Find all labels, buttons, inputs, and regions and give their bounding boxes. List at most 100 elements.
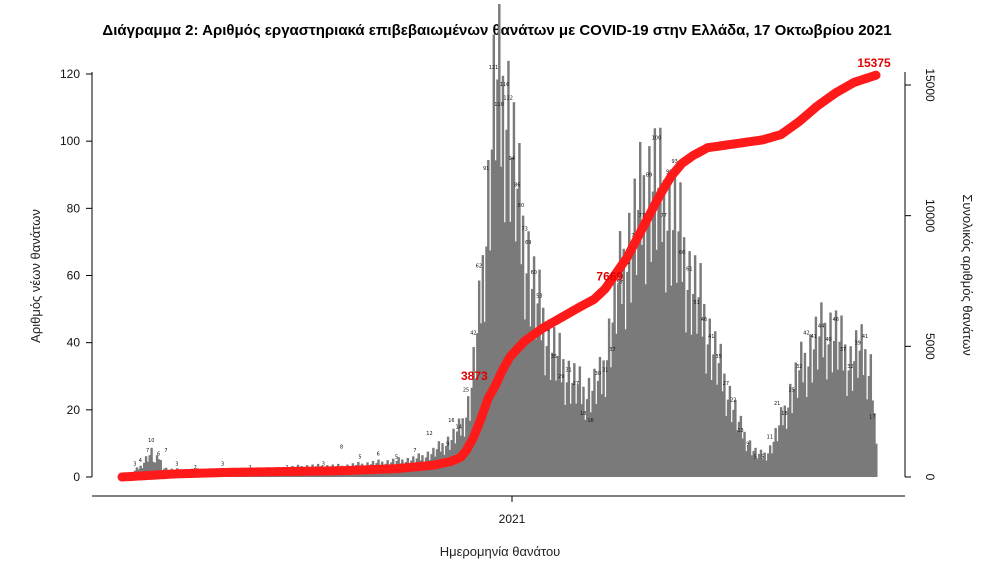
daily-bar xyxy=(534,339,538,477)
daily-bar xyxy=(710,380,713,477)
daily-bar xyxy=(485,246,488,477)
daily-bar xyxy=(496,79,499,477)
bar-value-label: 25 xyxy=(789,388,795,394)
daily-bar xyxy=(505,129,508,477)
daily-bar xyxy=(589,412,593,477)
daily-bar xyxy=(584,419,587,477)
daily-bar xyxy=(148,455,151,477)
bar-value-label: 69 xyxy=(525,240,531,246)
daily-bar xyxy=(719,343,722,477)
daily-bar xyxy=(562,359,565,477)
daily-bar xyxy=(507,60,510,478)
daily-bar xyxy=(635,275,638,477)
daily-bar xyxy=(701,336,704,477)
daily-bar xyxy=(800,341,803,477)
daily-bar xyxy=(704,373,708,477)
daily-bar xyxy=(761,459,765,477)
daily-bar xyxy=(825,379,829,477)
daily-bar xyxy=(832,340,836,477)
daily-bar xyxy=(653,128,657,478)
bar-value-label: 7 xyxy=(164,448,167,454)
bar-value-label: 42 xyxy=(803,330,809,336)
daily-bar xyxy=(805,397,808,477)
bar-value-label: 6 xyxy=(157,451,160,457)
daily-bar xyxy=(499,166,503,477)
bar-value-label: 44 xyxy=(818,324,824,330)
daily-bar xyxy=(624,329,627,477)
x-tick-label-2021: 2021 xyxy=(499,512,526,526)
y-axis-label-right: Συνολικός αριθμός θανάτων xyxy=(960,194,975,355)
daily-bar xyxy=(706,344,710,477)
bar-value-label: 116 xyxy=(500,82,510,88)
bar-value-label: 51 xyxy=(693,300,699,306)
bar-value-label: 61 xyxy=(686,267,692,273)
bar-value-label: 40 xyxy=(825,337,831,343)
bar-value-label: 3 xyxy=(175,461,178,467)
daily-bar xyxy=(574,403,578,477)
daily-bar xyxy=(829,312,832,477)
daily-bar xyxy=(715,384,719,477)
daily-bar xyxy=(843,344,847,477)
daily-bar xyxy=(803,352,807,477)
daily-bar xyxy=(681,281,684,477)
daily-bar xyxy=(809,334,812,477)
bar-value-label: 17 xyxy=(869,414,875,420)
bar-value-label: 18 xyxy=(781,411,787,417)
bar-value-label: 112 xyxy=(503,95,513,101)
daily-bar xyxy=(756,458,759,477)
daily-bar xyxy=(816,369,819,477)
bar-value-label: 27 xyxy=(723,381,729,387)
daily-bar xyxy=(490,149,494,477)
daily-bar xyxy=(481,255,485,477)
bar-value-label: 32 xyxy=(796,364,802,370)
daily-bar xyxy=(646,215,649,478)
bar-value-label: 39 xyxy=(855,341,861,347)
y-left-tick-label: 60 xyxy=(67,269,81,283)
bar-value-label: 3 xyxy=(322,461,325,467)
daily-bar xyxy=(741,438,744,477)
daily-bar xyxy=(503,222,507,477)
daily-bar xyxy=(593,368,596,477)
bar-value-label: 13 xyxy=(737,428,743,434)
daily-bar xyxy=(763,452,766,477)
daily-bar xyxy=(792,388,796,477)
daily-bar xyxy=(637,210,640,477)
daily-bar xyxy=(591,390,594,477)
daily-bar xyxy=(867,375,871,477)
daily-bar xyxy=(860,324,863,477)
daily-bar xyxy=(545,345,549,477)
bar-value-label: 80 xyxy=(518,203,524,209)
daily-bar xyxy=(620,304,624,477)
daily-bar xyxy=(520,264,523,477)
bar-value-label: 35 xyxy=(551,354,557,360)
daily-bar xyxy=(668,173,671,477)
daily-bar xyxy=(479,323,483,477)
bar-value-label: 62 xyxy=(476,263,482,269)
daily-bar xyxy=(695,333,699,477)
bar-value-label: 89 xyxy=(646,173,652,179)
daily-bar xyxy=(670,285,673,477)
daily-bar xyxy=(757,453,761,477)
daily-bar xyxy=(735,430,739,477)
bar-value-label: 22 xyxy=(730,398,736,404)
cumulative-deaths-line xyxy=(117,70,881,482)
daily-bar xyxy=(146,461,150,477)
daily-bar xyxy=(558,332,561,477)
daily-bar xyxy=(807,366,810,477)
daily-bar xyxy=(671,230,675,477)
bar-value-label: 8 xyxy=(340,445,343,451)
daily-bar xyxy=(532,256,536,477)
daily-bar xyxy=(437,441,441,477)
daily-bar xyxy=(461,418,464,477)
daily-bar xyxy=(518,143,521,478)
daily-bar xyxy=(875,443,878,477)
daily-bar xyxy=(549,380,552,477)
daily-bar xyxy=(838,341,841,477)
daily-bar xyxy=(723,373,726,477)
daily-bar xyxy=(862,375,865,477)
daily-bar xyxy=(790,413,794,477)
daily-bar xyxy=(750,455,754,477)
daily-bar xyxy=(492,34,496,478)
bar-value-label: 9 xyxy=(446,441,449,447)
